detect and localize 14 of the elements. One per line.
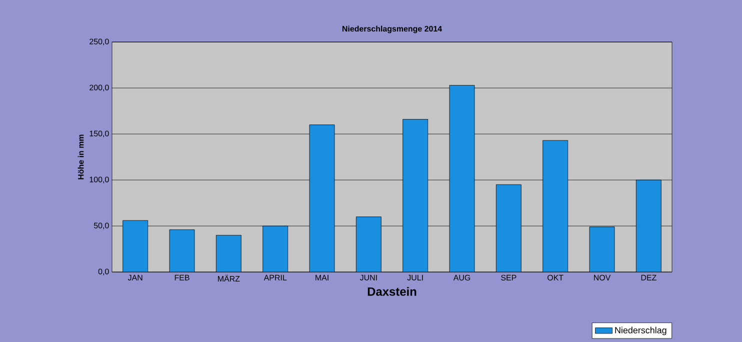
bar [589, 226, 615, 272]
bar [169, 229, 195, 272]
bar [402, 119, 428, 272]
bar [636, 180, 662, 272]
bar [356, 216, 382, 272]
legend-label: Niederschlag [615, 326, 666, 336]
bar [449, 85, 475, 272]
bar [122, 220, 148, 272]
bar [542, 140, 568, 272]
bar [496, 184, 522, 272]
bar [216, 235, 242, 272]
bar [262, 226, 288, 272]
x-axis-title: Daxstein [368, 287, 416, 296]
bar [309, 124, 335, 272]
